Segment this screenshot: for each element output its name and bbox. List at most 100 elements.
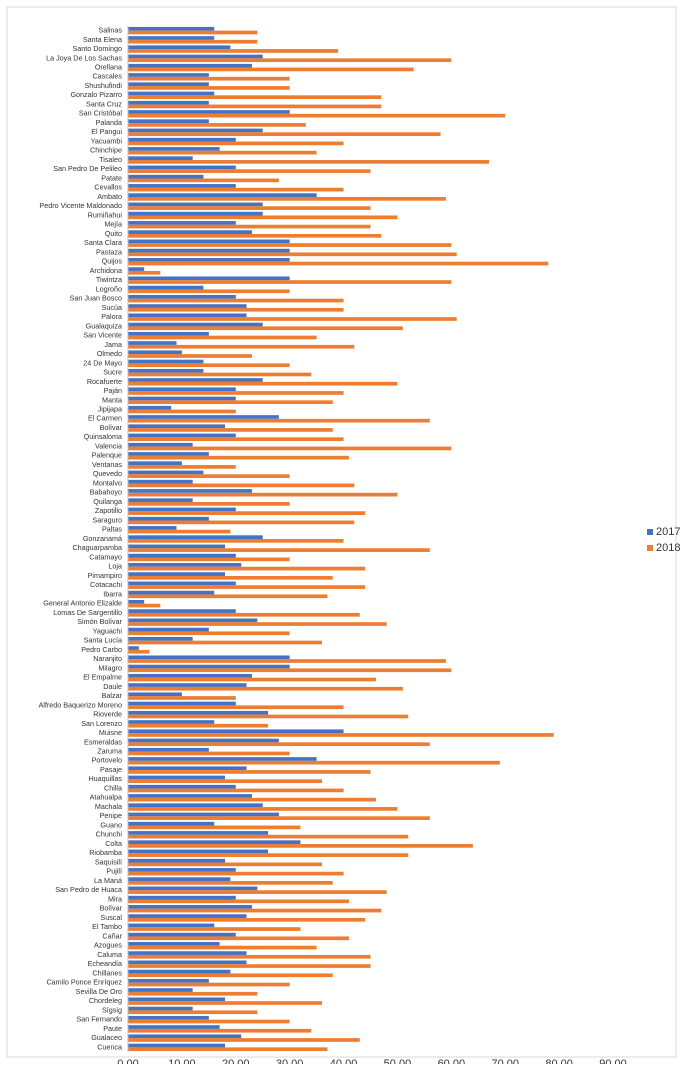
bar [128, 723, 269, 728]
bar [128, 673, 252, 678]
bar [128, 627, 209, 632]
bar [128, 368, 204, 373]
bar [128, 294, 236, 299]
y-tick-label: San Fernando [76, 1015, 122, 1024]
bar [128, 747, 209, 752]
y-tick-label: Chaguarpamba [72, 543, 122, 552]
bar [128, 261, 549, 266]
y-tick-label: Ibarra [103, 589, 122, 598]
bar [128, 575, 333, 580]
y-tick-label: Pimampiro [88, 571, 122, 580]
bar [128, 917, 366, 922]
bar [128, 1038, 360, 1042]
y-tick-label: Gualaceo [91, 1033, 122, 1042]
bar [128, 1034, 242, 1039]
bar [128, 331, 209, 336]
bar [128, 197, 446, 201]
bar [128, 997, 225, 1002]
bar [128, 516, 209, 521]
y-tick-label: Cascales [92, 72, 122, 81]
bar [128, 280, 452, 284]
y-tick-label: La Maná [94, 876, 122, 885]
y-tick-label: Chinchipe [90, 146, 122, 155]
y-tick-label: Rioverde [93, 710, 122, 719]
bar [128, 147, 220, 151]
y-tick-label: Cañar [102, 931, 122, 940]
y-tick-label: Sígsig [102, 1005, 122, 1014]
bar [128, 326, 403, 331]
bar [128, 526, 177, 530]
y-tick-label: Cotacachi [90, 580, 122, 589]
y-tick-label: Esmeraldas [84, 737, 122, 746]
bar [128, 86, 290, 90]
bar [128, 696, 236, 700]
bar [128, 954, 371, 959]
bar [128, 461, 182, 466]
bar [128, 705, 344, 710]
bar [128, 1010, 258, 1015]
y-tick-label: Penipe [100, 811, 122, 820]
bar [128, 479, 193, 484]
bar [128, 964, 371, 968]
bar [128, 733, 554, 737]
y-tick-label: San Pedro de Huaca [55, 885, 122, 894]
bar [128, 141, 344, 146]
bar [128, 248, 290, 253]
bar [128, 150, 317, 155]
bar [128, 557, 290, 562]
bar [128, 760, 500, 765]
y-tick-label: Chillanes [92, 968, 122, 977]
bar [128, 289, 290, 294]
bar [128, 631, 290, 636]
bar [128, 335, 317, 340]
y-tick-label: Quinsaloma [84, 432, 122, 441]
bar [128, 636, 193, 641]
bar [128, 224, 371, 229]
bar [128, 668, 452, 673]
x-tick-label: 50,00 [384, 1058, 412, 1064]
y-tick-label: Quilanga [93, 497, 122, 506]
bar [128, 659, 446, 663]
bar [128, 498, 193, 503]
bar [128, 206, 371, 210]
y-tick-label: Riobamba [89, 848, 122, 857]
y-tick-label: Chunchi [96, 830, 123, 839]
bar [128, 858, 225, 863]
bar [128, 76, 290, 81]
y-tick-label: Caluma [97, 950, 122, 959]
bar [128, 932, 236, 937]
y-tick-label: Pedro Vicente Maldonado [39, 201, 122, 210]
bar [128, 507, 236, 512]
x-tick-label: 20,00 [222, 1058, 250, 1064]
bar [128, 936, 349, 941]
bar [128, 840, 301, 845]
y-tick-label: Sucre [103, 368, 122, 377]
y-tick-label: 24 De Mayo [83, 358, 122, 367]
bar [128, 36, 215, 40]
y-tick-label: Tiwintza [96, 275, 122, 284]
bar [128, 646, 139, 650]
y-tick-label: Jipijapa [98, 405, 122, 414]
bar [128, 520, 355, 525]
x-tick-label: 40,00 [330, 1058, 358, 1064]
bar [128, 396, 236, 401]
bar [128, 701, 236, 706]
bar [128, 692, 182, 697]
bar [128, 95, 382, 100]
bar [128, 63, 252, 68]
bar [128, 655, 290, 660]
bar [128, 128, 263, 133]
x-tick-label: 80,00 [545, 1058, 573, 1064]
bar [128, 566, 366, 571]
bar [128, 807, 398, 811]
bar [128, 539, 344, 543]
x-tick-label: 10,00 [168, 1058, 196, 1064]
bar [128, 1028, 312, 1033]
bar [128, 341, 177, 345]
bar [128, 600, 145, 604]
y-tick-label: Camilo Ponce Enríquez [46, 978, 122, 987]
bar [128, 905, 252, 909]
bar [128, 710, 269, 715]
bar [128, 437, 344, 442]
